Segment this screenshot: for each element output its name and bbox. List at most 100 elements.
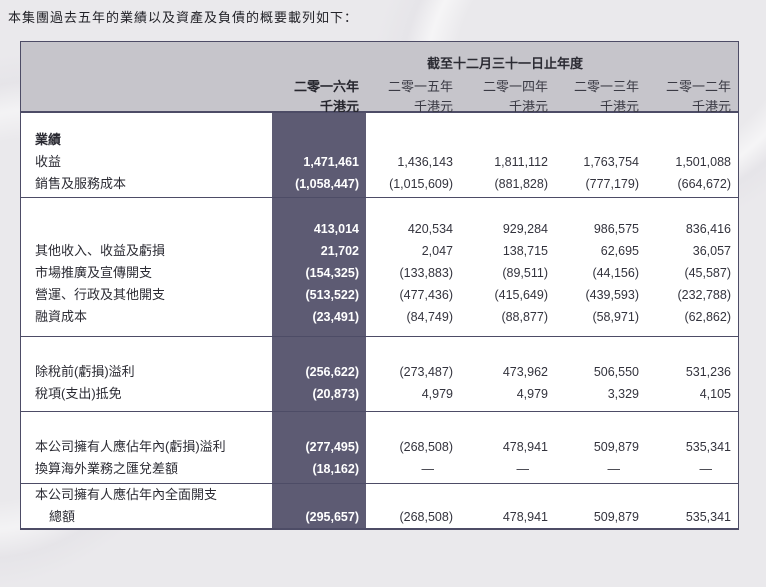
cell-y2015: (133,883) xyxy=(399,266,453,280)
cell-y2013 xyxy=(555,484,646,506)
cell-y2014: (881,828) xyxy=(494,177,548,191)
cell-y2014 xyxy=(460,484,555,506)
row-label: 本公司擁有人應佔年內(虧損)溢利 xyxy=(35,439,226,454)
row-label: 業績 xyxy=(35,132,62,147)
cell-y2012: 836,416 xyxy=(685,222,731,236)
cell-y2016: (1,058,447) xyxy=(295,177,359,191)
table-body: 業績收益 1,471,461 1,436,143 1,811,112 1,763,754… xyxy=(20,112,739,530)
cell-y2012: (62,862) xyxy=(684,310,731,324)
cell-y2013: (58,971) xyxy=(592,310,639,324)
table-row: 融資成本 (23,491) (84,749) (88,877) (58,971) (62,… xyxy=(21,306,738,328)
cell-y2012: (45,587) xyxy=(684,266,731,280)
cell-y2016: (256,622) xyxy=(305,365,359,379)
cell-y2013: 1,763,754 xyxy=(583,155,639,169)
cell-y2014: (89,511) xyxy=(502,266,548,280)
cell-y2013: 509,879 xyxy=(593,510,639,524)
cell-y2013: 986,575 xyxy=(593,222,639,236)
cell-y2014: (88,877) xyxy=(501,310,548,324)
period-header: 截至十二月三十一日止年度 xyxy=(426,56,583,71)
table-section: 業績收益 1,471,461 1,436,143 1,811,112 1,763,754… xyxy=(21,112,738,197)
cell-y2012: (232,788) xyxy=(677,288,731,302)
cell-y2016 xyxy=(272,129,366,151)
cell-y2012: 1,501,088 xyxy=(675,155,731,169)
cell-y2015: (268,508) xyxy=(399,510,453,524)
row-label: 其他收入、收益及虧損 xyxy=(35,243,166,258)
cell-y2015: (477,436) xyxy=(399,288,453,302)
cell-y2013: 509,879 xyxy=(593,440,639,454)
table-section: 本公司擁有人應佔年內(虧損)溢利 (277,495) (268,508) 478,94… xyxy=(21,411,738,483)
cell-y2014: 138,715 xyxy=(502,244,548,258)
column-header-y2015: 二零一五年 xyxy=(387,79,453,94)
cell-y2014: 478,941 xyxy=(502,440,548,454)
cell-y2012: 36,057 xyxy=(692,244,731,258)
cell-y2013: 3,329 xyxy=(607,387,639,401)
column-header-y2013: 二零一三年 xyxy=(573,79,639,94)
cell-y2016 xyxy=(272,484,366,506)
row-label xyxy=(21,218,272,240)
table-row: 其他收入、收益及虧損 21,702 2,047 138,715 62,695 36,057 xyxy=(21,240,738,262)
cell-y2013 xyxy=(555,129,646,151)
cell-y2013: (439,593) xyxy=(585,288,639,302)
table-row: 本公司擁有人應佔年內(虧損)溢利 (277,495) (268,508) 478,94… xyxy=(21,436,738,458)
cell-y2014 xyxy=(460,129,555,151)
table-row: 市場推廣及宣傳開支 (154,325) (133,883) (89,511) (44,1… xyxy=(21,262,738,284)
cell-y2012: 4,105 xyxy=(699,387,731,401)
row-label: 銷售及服務成本 xyxy=(35,176,127,191)
cell-y2016: 1,471,461 xyxy=(303,155,359,169)
cell-y2016: (513,522) xyxy=(305,288,359,302)
row-label: 總額 xyxy=(49,509,76,524)
cell-y2015 xyxy=(366,484,460,506)
table-section: 本公司擁有人應佔年內全面開支 總額 (295,657) (268,508) 478,94… xyxy=(21,483,738,528)
cell-y2016: (277,495) xyxy=(305,440,359,454)
cell-y2016: 21,702 xyxy=(320,244,359,258)
row-label: 換算海外業務之匯兌差額 xyxy=(35,461,179,476)
table-row: 本公司擁有人應佔年內全面開支 xyxy=(21,484,738,506)
cell-y2015: 1,436,143 xyxy=(397,155,453,169)
cell-y2014: (415,649) xyxy=(494,288,548,302)
cell-y2016: (154,325) xyxy=(305,266,359,280)
cell-y2013: 62,695 xyxy=(600,244,639,258)
cell-y2015: (273,487) xyxy=(399,365,453,379)
table-row: 總額 (295,657) (268,508) 478,941 509,879 535,34… xyxy=(21,506,738,528)
cell-y2014: 473,962 xyxy=(502,365,548,379)
column-header-y2014: 二零一四年 xyxy=(482,79,548,94)
cell-y2012: 535,341 xyxy=(685,510,731,524)
cell-y2016: 413,014 xyxy=(313,222,359,236)
cell-y2014: 478,941 xyxy=(502,510,548,524)
cell-y2016: (20,873) xyxy=(312,387,359,401)
cell-y2012: 535,341 xyxy=(685,440,731,454)
cell-y2016: (18,162) xyxy=(312,462,359,476)
cell-y2014: 1,811,112 xyxy=(494,155,548,169)
row-label: 收益 xyxy=(35,154,62,169)
cell-y2015: (84,749) xyxy=(406,310,453,324)
cell-y2012: — xyxy=(699,462,713,476)
row-label: 市場推廣及宣傳開支 xyxy=(35,265,153,280)
column-header-y2012: 二零一二年 xyxy=(665,79,731,94)
cell-y2013: (777,179) xyxy=(585,177,639,191)
table-row: 銷售及服務成本 (1,058,447) (1,015,609) (881,828) (7… xyxy=(21,173,738,195)
cell-y2015: 420,534 xyxy=(407,222,453,236)
row-label: 營運、行政及其他開支 xyxy=(35,287,166,302)
cell-y2015: — xyxy=(421,462,435,476)
row-label: 融資成本 xyxy=(35,309,88,324)
cell-y2015: 2,047 xyxy=(421,244,453,258)
row-label: 本公司擁有人應佔年內全面開支 xyxy=(35,487,218,502)
table-header: 截至十二月三十一日止年度 二零一六年 二零一五年 二零一四年 二零一三年 二零一… xyxy=(20,41,739,114)
column-header-y2016: 二零一六年 xyxy=(293,79,359,94)
cell-y2015 xyxy=(366,129,460,151)
header-label-spacer xyxy=(21,77,272,97)
row-label: 除稅前(虧損)溢利 xyxy=(35,364,135,379)
year-header-row: 二零一六年 二零一五年 二零一四年 二零一三年 二零一二年 xyxy=(21,77,738,97)
cell-y2016: (23,491) xyxy=(312,310,359,324)
cell-y2014: 929,284 xyxy=(502,222,548,236)
cell-y2012 xyxy=(646,484,738,506)
cell-y2014: 4,979 xyxy=(516,387,548,401)
intro-text: 本集團過去五年的業績以及資產及負債的概要載列如下： xyxy=(8,10,359,25)
cell-y2013: 506,550 xyxy=(593,365,639,379)
cell-y2013: (44,156) xyxy=(592,266,639,280)
table-section: 除稅前(虧損)溢利 (256,622) (273,487) 473,962 506,55… xyxy=(21,336,738,411)
cell-y2012: 531,236 xyxy=(685,365,731,379)
five-year-summary-table: 截至十二月三十一日止年度 二零一六年 二零一五年 二零一四年 二零一三年 二零一… xyxy=(20,41,739,530)
cell-y2014: — xyxy=(516,462,530,476)
